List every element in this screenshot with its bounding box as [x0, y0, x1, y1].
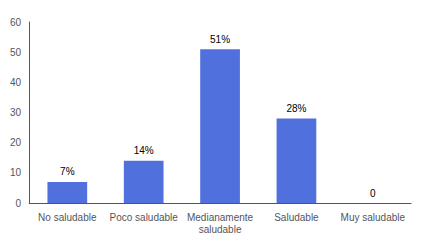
svg-text:0: 0	[16, 198, 22, 209]
svg-text:14%: 14%	[134, 145, 154, 156]
svg-text:20: 20	[10, 137, 22, 148]
svg-text:40: 40	[10, 77, 22, 88]
svg-text:Medianamente: Medianamente	[187, 212, 254, 223]
svg-text:50: 50	[10, 47, 22, 58]
svg-text:Muy saludable: Muy saludable	[341, 212, 406, 223]
svg-text:No saludable: No saludable	[38, 212, 97, 223]
svg-text:30: 30	[10, 107, 22, 118]
svg-text:10: 10	[10, 167, 22, 178]
svg-text:Poco saludable: Poco saludable	[109, 212, 178, 223]
svg-text:51%: 51%	[210, 34, 230, 45]
svg-text:60: 60	[10, 17, 22, 28]
svg-text:0: 0	[370, 188, 376, 199]
svg-text:saludable: saludable	[199, 224, 242, 235]
svg-text:28%: 28%	[286, 103, 306, 114]
svg-text:Saludable: Saludable	[274, 212, 319, 223]
svg-text:7%: 7%	[60, 166, 75, 177]
